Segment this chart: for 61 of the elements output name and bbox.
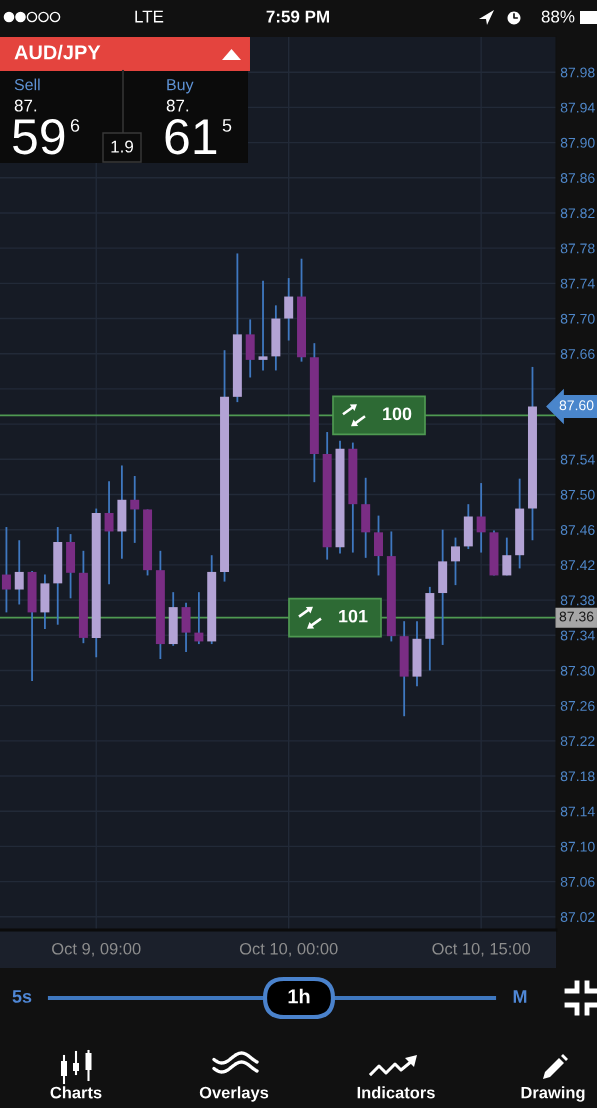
candlestick bbox=[130, 475, 140, 544]
text: LTE bbox=[135, 10, 164, 23]
text: 7:59 PM bbox=[266, 10, 329, 23]
annotation: 101 bbox=[339, 609, 368, 623]
annotation: 5 bbox=[222, 119, 232, 132]
y-tick-label: 87.70 bbox=[560, 313, 595, 324]
candlestick bbox=[374, 514, 383, 577]
y-tick-label: 87.90 bbox=[560, 137, 595, 148]
candlestick bbox=[194, 591, 204, 645]
annotation: 100 bbox=[383, 407, 412, 421]
chart-title: AUD/JPY bbox=[14, 44, 101, 60]
y-tick-label: 87.14 bbox=[560, 806, 595, 817]
y-tick-label: 87.06 bbox=[560, 876, 595, 887]
annotation: 1.9 bbox=[111, 140, 134, 153]
candlestick bbox=[451, 536, 460, 587]
candlestick bbox=[14, 539, 24, 606]
annotation: 61 bbox=[165, 119, 217, 155]
x-tick-label: Oct 9, 09:00 bbox=[52, 942, 141, 957]
annotation: Buy bbox=[167, 79, 194, 94]
text: Charts bbox=[50, 1086, 102, 1099]
text: 1h bbox=[288, 988, 310, 1004]
candlestick bbox=[104, 480, 114, 586]
annotation: 59 bbox=[13, 119, 65, 155]
y-tick-label: 87.82 bbox=[560, 208, 595, 219]
y-tick-label: 87.26 bbox=[560, 700, 595, 711]
y-tick-label: 87.74 bbox=[560, 278, 595, 289]
y-tick-label: 87.86 bbox=[560, 173, 595, 183]
annotation: 6 bbox=[70, 119, 80, 132]
text: Overlays bbox=[199, 1086, 269, 1102]
y-tick-label: 87.34 bbox=[560, 630, 595, 641]
ref-line-label: 87.36 bbox=[559, 611, 594, 622]
y-tick-label: 87.30 bbox=[560, 665, 595, 676]
y-tick-label: 87.66 bbox=[560, 349, 595, 359]
y-tick-label: 87.46 bbox=[560, 524, 595, 535]
candlestick bbox=[284, 277, 294, 342]
y-tick-label: 87.98 bbox=[560, 67, 595, 78]
candlestick bbox=[476, 482, 486, 554]
candlestick bbox=[258, 279, 268, 372]
candlestick bbox=[502, 536, 512, 577]
y-tick-label: 87.42 bbox=[560, 560, 595, 571]
text: Indicators bbox=[357, 1086, 435, 1099]
text: 88% bbox=[541, 10, 575, 23]
annotation: 87. bbox=[14, 99, 37, 112]
y-tick-label: 87.94 bbox=[560, 102, 595, 113]
y-tick-label: 87.38 bbox=[560, 595, 595, 606]
y-tick-label: 87.78 bbox=[560, 243, 595, 254]
annotation: Sell bbox=[14, 78, 40, 91]
annotation: 87. bbox=[166, 99, 189, 112]
candlestick bbox=[1, 526, 11, 614]
text: 87.60 bbox=[559, 400, 594, 411]
y-tick-label: 87.18 bbox=[560, 771, 595, 782]
text: Drawing bbox=[521, 1086, 585, 1102]
x-tick-label: Oct 10, 00:00 bbox=[239, 942, 338, 957]
y-tick-label: 87.02 bbox=[560, 912, 595, 923]
text: 5s bbox=[12, 990, 32, 1003]
text: M bbox=[513, 990, 527, 1003]
y-tick-label: 87.22 bbox=[560, 736, 595, 747]
y-tick-label: 87.10 bbox=[560, 841, 595, 852]
y-tick-label: 87.54 bbox=[560, 454, 595, 465]
x-tick-label: Oct 10, 15:00 bbox=[432, 942, 531, 957]
y-tick-label: 87.50 bbox=[560, 489, 595, 500]
